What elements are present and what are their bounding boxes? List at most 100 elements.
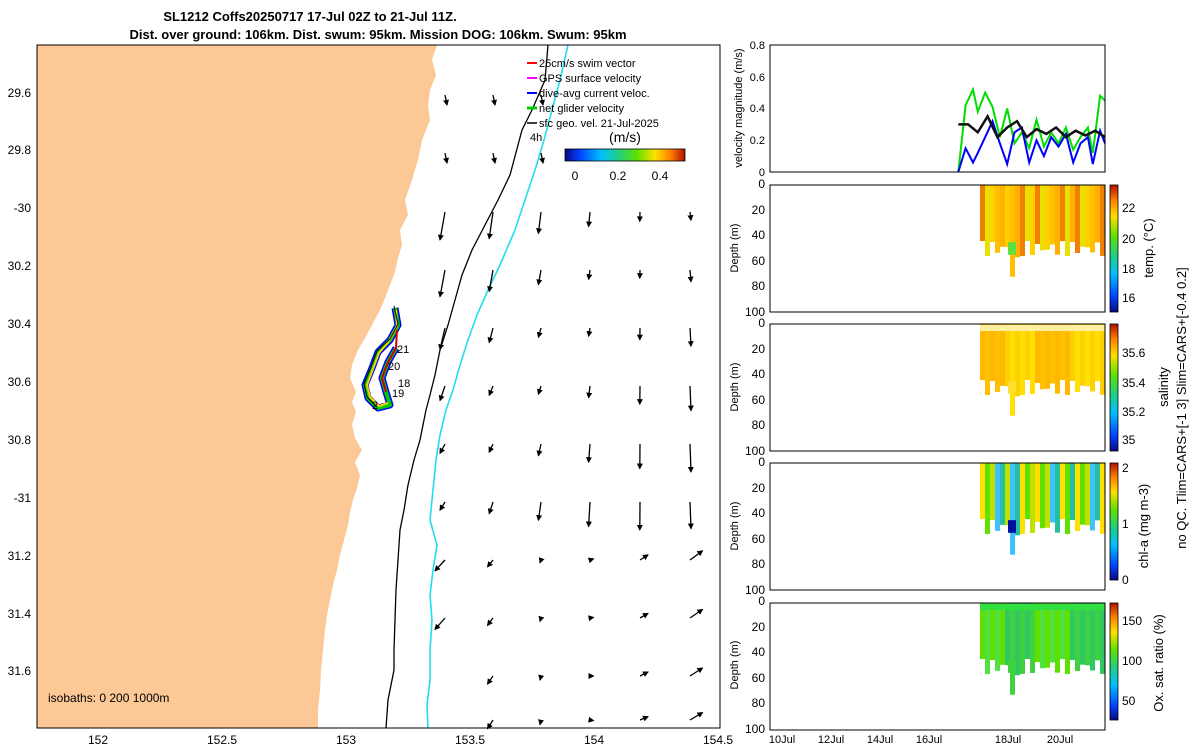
geo-vector-arrow: [437, 269, 446, 298]
xtick-10jul: 10Jul: [769, 734, 795, 746]
oxy-ytick-40: 40: [752, 645, 766, 659]
geo-vector-arrow: [538, 674, 545, 681]
temperature-profile-strip: [1000, 185, 1005, 247]
chl-ylabel: Depth (m): [729, 502, 741, 551]
isobath-1000m: [426, 44, 569, 729]
geo-vector-arrow: [687, 211, 694, 222]
oxygen-profile-strip: [1010, 603, 1015, 695]
salinity-profile-strip: [1035, 324, 1040, 384]
oxygen-profile-strip: [1000, 603, 1005, 665]
geo-vector-arrow: [687, 501, 694, 530]
salinity-profile-strip: [980, 324, 985, 381]
chlorophyll-profile-strip: [1015, 463, 1020, 536]
oxygen-profile-strip: [1020, 603, 1025, 674]
map-lon-ticks: 152 152.5 153 153.5 154 154.5: [88, 733, 733, 747]
oxygen-profile-strip: [990, 603, 995, 661]
oxygen-profile-strip: [1035, 603, 1040, 663]
chlorophyll-axes-box: [769, 462, 1106, 591]
geo-vector-arrow: [438, 327, 446, 351]
salinity-profile-strip: [1040, 324, 1045, 390]
chlorophyll-profile-strip: [1065, 463, 1070, 535]
chl-ytick-40: 40: [752, 506, 766, 520]
oxygen-profile-strip: [1070, 603, 1075, 660]
geo-vector-arrow: [585, 501, 592, 528]
lat-tick-31: -31: [14, 491, 32, 505]
velocity-panel: 0 0.2 0.4 0.6 0.8 velocity magnitude (m/…: [733, 40, 1106, 179]
chlorophyll-deep-feature: [1008, 520, 1016, 533]
chlorophyll-profile-strip: [1080, 463, 1085, 525]
geo-vector-arrow: [687, 327, 694, 348]
geo-vector-arrow: [536, 269, 543, 286]
oxy-ytick-100: 100: [745, 722, 765, 736]
chlorophyll-profile-strip: [1060, 463, 1065, 520]
title-line-2: Dist. over ground: 106km. Dist. swum: 95…: [129, 27, 626, 42]
sal-ytick-100: 100: [745, 444, 765, 458]
glider-track: 21 20 18 19 2: [361, 305, 410, 412]
sal-cbar-35: 35: [1122, 433, 1136, 447]
chl-ytick-100: 100: [745, 583, 765, 597]
map-legend: 25cm/s swim vector GPS surface velocity …: [527, 58, 659, 144]
salinity-profile-strip: [1045, 324, 1050, 389]
geo-vector-arrow: [536, 501, 543, 522]
geo-vector-arrow: [687, 443, 694, 473]
temperature-profile-strip: [1020, 185, 1025, 256]
oxygen-deep-feature: [1008, 660, 1016, 673]
sal-ytick-20: 20: [752, 342, 766, 356]
track-label-18: 18: [398, 378, 410, 390]
geo-vector-arrow: [586, 385, 593, 399]
temperature-axes-box: [769, 184, 1106, 313]
temperature-profile-strip: [1025, 185, 1030, 241]
xtick-20jul: 20Jul: [1047, 734, 1073, 746]
velocity-ytick-0.6: 0.6: [750, 72, 765, 84]
oxy-ytick-80: 80: [752, 696, 766, 710]
geo-vector-arrow: [439, 443, 446, 455]
geo-vector-arrow: [586, 211, 593, 228]
salinity-profile-strip: [1095, 324, 1100, 382]
sal-cbar-35.6: 35.6: [1122, 346, 1146, 360]
track-label-19: 19: [392, 388, 404, 400]
legend-swim-vector: 25cm/s swim vector: [539, 58, 636, 70]
oxy-ylabel: Depth (m): [729, 641, 741, 690]
salinity-profile-strip: [1100, 324, 1105, 395]
temp-cbar-22: 22: [1122, 201, 1136, 215]
lat-tick-30.8: 30.8: [8, 433, 32, 447]
salinity-profile-strip: [1060, 324, 1065, 381]
legend-net-glider-velocity: net glider velocity: [539, 103, 624, 115]
geo-vector-arrow: [689, 667, 704, 677]
legend-dive-avg-current: dive-avg current veloc.: [539, 88, 650, 100]
lon-tick-154: 154: [584, 733, 604, 747]
geo-vector-arrow: [434, 559, 446, 572]
geo-vector-arrow: [488, 385, 494, 397]
temperature-profile-strip: [1050, 185, 1055, 245]
geo-vector-arrow: [687, 269, 694, 283]
lat-tick-29.8: 29.8: [8, 143, 32, 157]
geo-vector-arrow: [585, 443, 592, 464]
geo-vector-arrow: [687, 385, 694, 412]
oxygen-profile-strip: [1080, 603, 1085, 665]
speed-tick-0.4: 0.4: [652, 169, 669, 183]
geo-vector-arrow: [689, 608, 704, 619]
chlorophyll-profile-strip: [1040, 463, 1045, 529]
sal-cbar-35.4: 35.4: [1122, 376, 1146, 390]
temperature-deep-feature: [1008, 242, 1016, 255]
speed-tick-0: 0: [572, 169, 579, 183]
temperature-profile-strip: [1075, 185, 1080, 253]
chlorophyll-profile-strip: [1075, 463, 1080, 531]
geo-vector-arrow: [536, 211, 542, 235]
temp-ytick-20: 20: [752, 203, 766, 217]
sal-ytick-40: 40: [752, 367, 766, 381]
geo-vector-arrow: [536, 443, 543, 457]
title-line-1: SL1212 Coffs20250717 17-Jul 02Z to 21-Ju…: [163, 9, 456, 24]
temperature-profile-strip: [1030, 185, 1035, 255]
lat-tick-30.4: 30.4: [8, 317, 32, 331]
chlorophyll-profile-strip: [995, 463, 1000, 531]
geo-vector-arrow: [438, 385, 446, 402]
oxygen-profile-strip: [1025, 603, 1030, 659]
salinity-profile-strip: [1010, 324, 1015, 416]
oxygen-profile-strip: [1040, 603, 1045, 669]
geo-vector-arrow: [639, 612, 649, 619]
oxy-cbar-50: 50: [1122, 694, 1136, 708]
chlorophyll-panel: Depth (m) 0 20 40 60 80 100 2 1 0 chl-a …: [729, 455, 1151, 597]
geo-vector-arrow: [689, 550, 704, 561]
chlorophyll-profile-strip: [1045, 463, 1050, 528]
